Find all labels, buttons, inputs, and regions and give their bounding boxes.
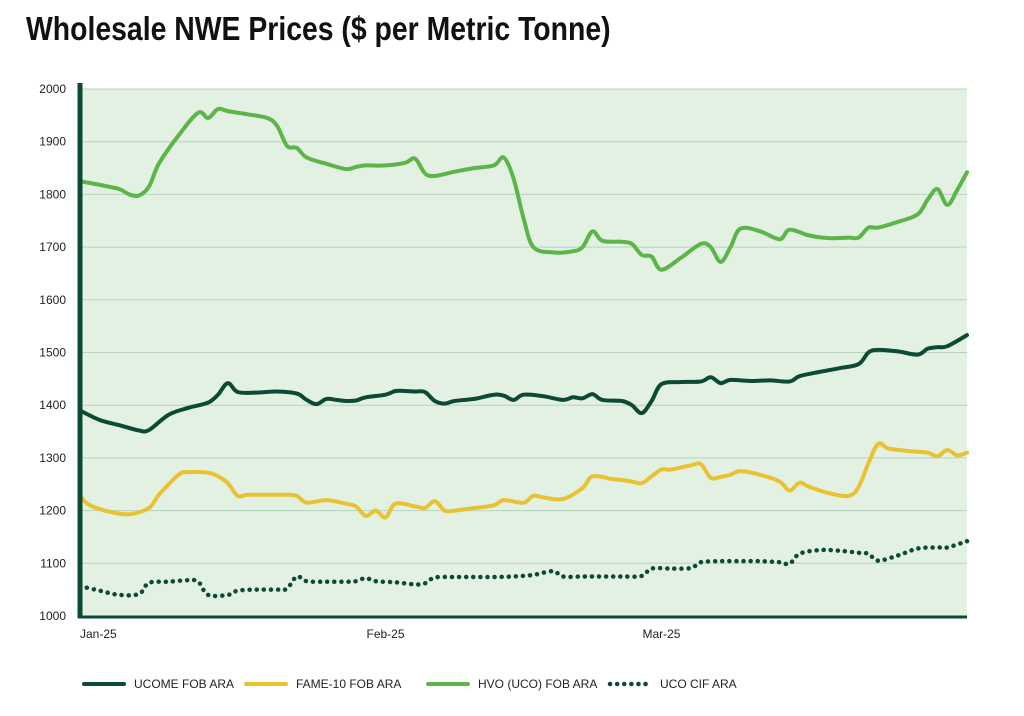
y-axis-ticks: 1000 1100 1200 1300 1400 1500 1600 1700 1800 1900… — [39, 82, 66, 623]
series-line-ucome-fob-ara — [78, 333, 969, 434]
y-tick-label: 1900 — [39, 135, 66, 149]
series-line-fame-10-fob-ara — [78, 441, 969, 520]
y-tick-label: 1400 — [39, 398, 66, 412]
x-tick-label: Mar-25 — [642, 627, 680, 641]
series-lines — [77, 106, 970, 599]
legend-label-ucome-fob-ara: UCOME FOB ARA — [134, 677, 234, 691]
legend-label-uco-cif-ara: UCO CIF ARA — [660, 677, 737, 691]
y-tick-label: 1500 — [39, 346, 66, 360]
y-tick-label: 1600 — [39, 293, 66, 307]
y-tick-label: 1200 — [39, 504, 66, 518]
gridlines — [80, 88, 967, 617]
x-axis-ticks: Jan-25 Feb-25 Mar-25 — [80, 627, 681, 641]
y-tick-label: 1700 — [39, 240, 66, 254]
y-tick-label: 2000 — [39, 82, 66, 96]
x-tick-label: Jan-25 — [80, 627, 117, 641]
y-tick-label: 1100 — [40, 556, 66, 570]
x-tick-label: Feb-25 — [367, 627, 405, 641]
legend: UCOME FOB ARA FAME-10 FOB ARA HVO (UCO) FO… — [82, 677, 737, 691]
y-tick-label: 1000 — [39, 609, 66, 623]
y-tick-label: 1800 — [39, 187, 66, 201]
legend-label-fame-10-fob-ara: FAME-10 FOB ARA — [296, 677, 401, 691]
legend-label-hvo-uco-fob-ara: HVO (UCO) FOB ARA — [478, 677, 597, 691]
series-line-hvo-uco-fob-ara — [78, 106, 969, 272]
y-tick-label: 1300 — [39, 451, 66, 465]
series-line-uco-cif-ara — [77, 538, 970, 599]
chart-title: Wholesale NWE Prices ($ per Metric Tonne… — [26, 10, 611, 47]
